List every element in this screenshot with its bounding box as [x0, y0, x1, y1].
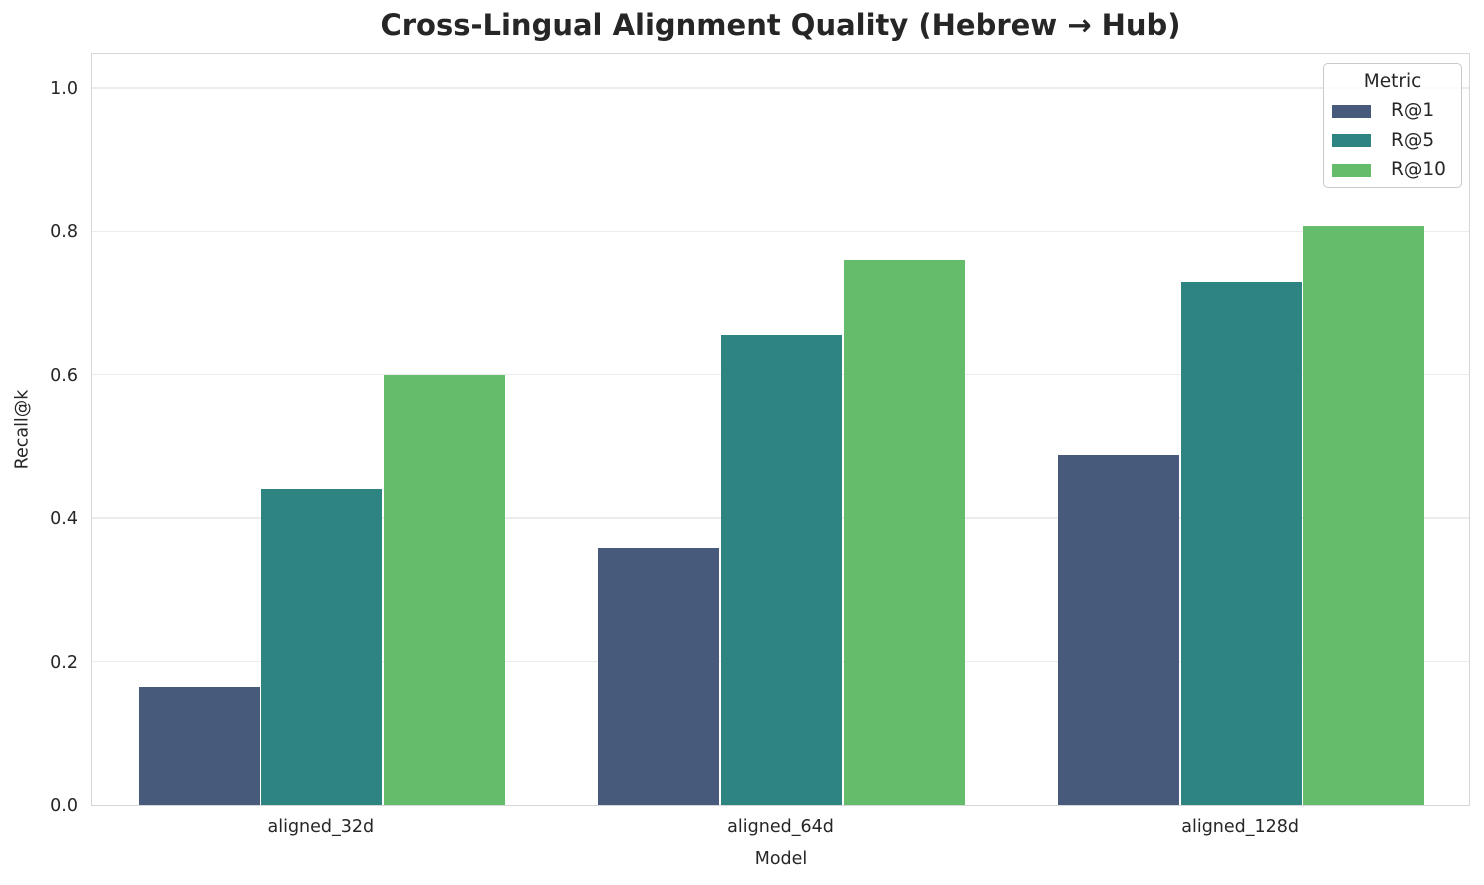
bar-aligned_128d-R@10 [1303, 225, 1425, 805]
y-tick-label: 0.8 [50, 222, 78, 243]
legend-swatch-R@10 [1332, 163, 1371, 177]
y-tick-label: 0.0 [50, 796, 78, 816]
gridline [92, 230, 1469, 233]
legend-label: R@10 [1391, 158, 1446, 180]
legend-entry-R@1: R@1 [1324, 97, 1461, 126]
x-axis-label: Model [754, 849, 808, 869]
legend-entries: R@1 R@5 R@10 [1324, 97, 1461, 185]
bar-aligned_128d-R@1 [1058, 455, 1180, 805]
legend-label: R@5 [1391, 129, 1435, 151]
bar-aligned_128d-R@5 [1180, 281, 1302, 805]
legend-title: Metric [1363, 71, 1422, 92]
gridline [92, 87, 1469, 89]
legend-swatch-R@5 [1332, 134, 1371, 148]
y-tick-label: 0.4 [50, 509, 78, 530]
legend: Metric R@1 R@5 R@10 [1323, 63, 1462, 188]
bar-aligned_64d-R@5 [721, 335, 842, 805]
legend-entry-R@5: R@5 [1324, 126, 1461, 155]
bar-aligned_32d-R@10 [383, 374, 505, 805]
bar-aligned_32d-R@1 [138, 686, 260, 805]
plot-area [91, 53, 1470, 806]
y-tick-label: 0.6 [50, 365, 78, 386]
chart-title: Cross-Lingual Alignment Quality (Hebrew … [380, 8, 1181, 42]
y-tick-label: 0.2 [50, 652, 78, 673]
legend-entry-R@10: R@10 [1324, 156, 1461, 185]
x-tick-label: aligned_128d [1181, 817, 1300, 837]
y-tick-label: 1.0 [50, 78, 78, 99]
x-tick-label: aligned_32d [267, 817, 375, 837]
legend-label: R@1 [1391, 100, 1435, 122]
bar-aligned_64d-R@1 [598, 548, 720, 805]
legend-swatch-R@1 [1332, 105, 1371, 119]
bar-aligned_64d-R@10 [843, 259, 965, 805]
bar-aligned_32d-R@5 [261, 489, 383, 805]
x-tick-label: aligned_64d [727, 817, 834, 837]
